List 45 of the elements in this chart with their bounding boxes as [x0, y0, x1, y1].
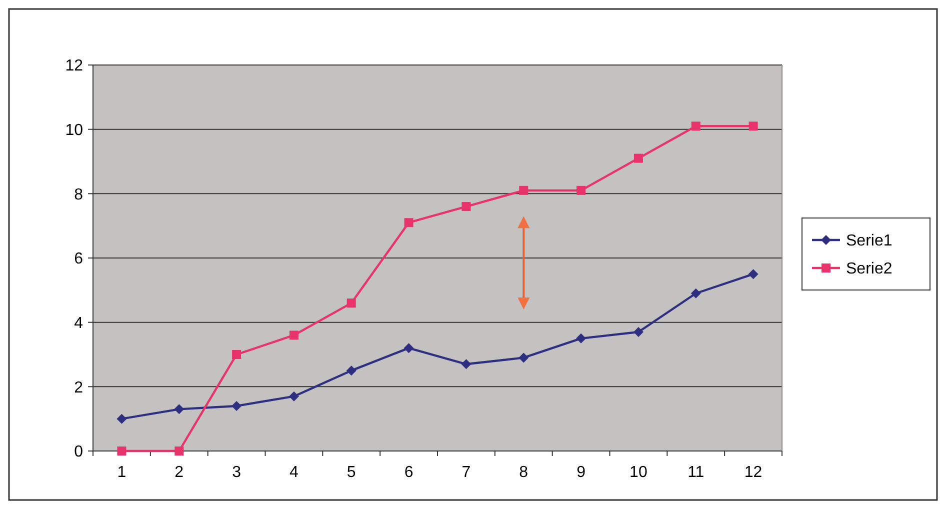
x-tick-label: 7 [462, 464, 471, 481]
y-tick-label: 6 [74, 250, 84, 268]
y-tick-label: 8 [74, 186, 84, 204]
x-tick-label: 5 [346, 464, 356, 481]
x-tick-label: 2 [174, 464, 184, 481]
x-tick-label: 10 [630, 464, 648, 481]
point [174, 404, 184, 414]
point [691, 122, 700, 131]
x-tick-label: 12 [744, 464, 762, 481]
x-tick-label: 9 [576, 464, 586, 481]
point [748, 122, 758, 131]
x-tick-label: 4 [290, 464, 299, 481]
y-tick-label: 10 [65, 122, 84, 139]
legend-label: Serie2 [846, 260, 892, 278]
x-tick-label: 8 [519, 464, 528, 481]
y-tick-label: 12 [65, 58, 84, 75]
x-tick-label: 6 [404, 464, 414, 481]
point [519, 186, 528, 195]
y-tick-label: 2 [74, 379, 84, 396]
point [232, 350, 242, 359]
point [174, 446, 184, 456]
point [117, 446, 126, 456]
point [404, 218, 414, 228]
point [346, 366, 356, 376]
x-tick-label: 1 [117, 464, 126, 481]
point [289, 330, 298, 340]
point [461, 359, 472, 370]
point [518, 352, 529, 363]
point [462, 202, 471, 212]
point [634, 154, 643, 163]
legend-label: Serie1 [846, 232, 892, 250]
point [288, 391, 299, 402]
x-tick-label: 11 [688, 464, 704, 481]
point [576, 186, 586, 195]
y-tick-label: 0 [74, 444, 84, 461]
point [346, 298, 356, 308]
point [576, 333, 586, 344]
y-tick-label: 4 [74, 314, 84, 332]
point [748, 269, 758, 280]
point [116, 414, 127, 424]
x-tick-label: 3 [232, 464, 242, 481]
point [633, 326, 644, 337]
point [404, 343, 414, 354]
point [232, 400, 242, 411]
point [690, 288, 701, 298]
